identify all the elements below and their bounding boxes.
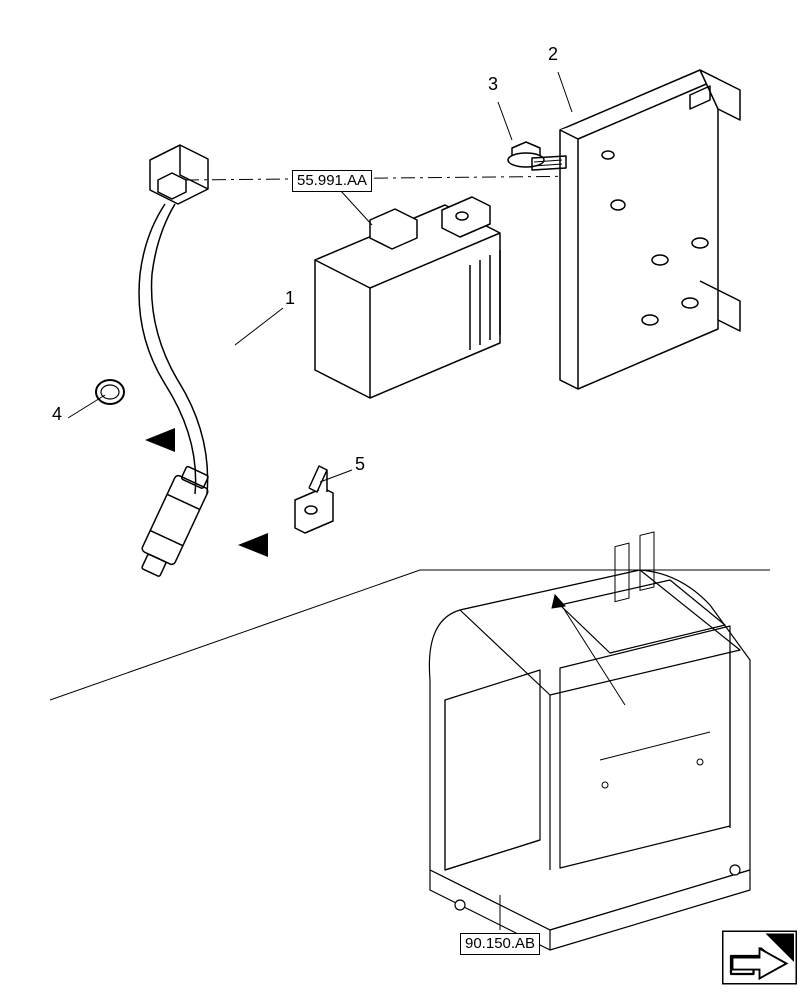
next-page-icon[interactable]: [722, 930, 797, 985]
pointer-arrow: [238, 533, 268, 557]
bolt: [508, 142, 566, 170]
box-ref-cab: 90.150.AB: [460, 933, 540, 955]
callout-5: 5: [355, 454, 365, 475]
pointer-arrow: [145, 428, 175, 452]
callout-4: 4: [52, 404, 62, 425]
callout-3: 3: [488, 74, 498, 95]
o-ring: [96, 380, 124, 404]
control-module: [315, 197, 500, 398]
box-ref-module: 55.991.AA: [292, 170, 372, 192]
cable-assembly: [134, 145, 214, 580]
callout-2: 2: [548, 44, 558, 65]
mounting-plate: [560, 70, 740, 389]
ground-clip: [295, 466, 333, 533]
exploded-diagram: [0, 0, 812, 1000]
cab-frame: [429, 532, 750, 950]
callout-1: 1: [285, 288, 295, 309]
